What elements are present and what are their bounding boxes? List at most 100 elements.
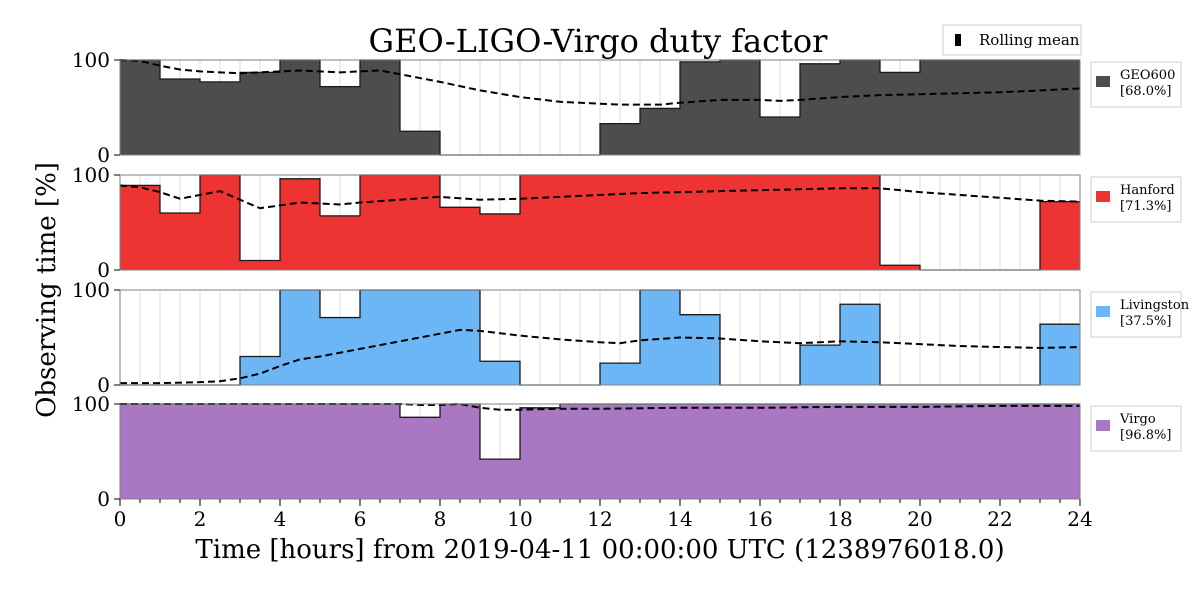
bar-hanford [720, 175, 760, 270]
bar-livingston [240, 356, 280, 385]
bar-livingston [280, 290, 320, 385]
bar-hanford [1040, 201, 1080, 270]
y-tick-label: 0 [97, 258, 110, 282]
bar-livingston [480, 361, 520, 385]
chart-title: GEO-LIGO-Virgo duty factor [369, 22, 829, 60]
y-tick-label: 0 [97, 487, 110, 511]
x-tick-label: 16 [747, 507, 772, 531]
bar-geo600 [1040, 60, 1080, 155]
bar-hanford [320, 215, 360, 270]
x-tick-label: 0 [114, 507, 127, 531]
bar-virgo [760, 404, 800, 499]
bar-livingston [1040, 324, 1080, 385]
bar-virgo [560, 404, 600, 499]
bar-hanford [800, 175, 840, 270]
panel-virgo: 0 100 Virgo[96.8%] [72, 392, 1182, 511]
bar-virgo [920, 404, 960, 499]
y-tick-label: 100 [72, 48, 110, 72]
bar-geo600 [200, 81, 240, 155]
bar-hanford [880, 265, 920, 270]
bar-geo600 [320, 86, 360, 155]
bar-virgo [120, 404, 160, 499]
bar-hanford [280, 178, 320, 270]
rolling-mean-line [120, 328, 1081, 385]
panel-hanford: 0 100 Hanford[71.3%] [72, 163, 1182, 282]
legend-swatch [1096, 420, 1110, 431]
bar-virgo [360, 404, 400, 499]
bar-geo600 [120, 60, 160, 155]
bar-geo600 [960, 60, 1000, 155]
y-axis-label: Observing time [%] [32, 162, 62, 418]
bar-virgo [520, 407, 560, 499]
rolling-mean-line [120, 402, 1080, 411]
y-tick-label: 100 [72, 163, 110, 187]
legend-label: Hanford [1120, 183, 1175, 198]
bar-hanford [440, 207, 480, 270]
bar-livingston [600, 363, 640, 385]
x-tick-label: 10 [507, 507, 532, 531]
legend-swatch [1096, 191, 1110, 202]
bar-geo600 [680, 61, 720, 155]
bar-virgo [240, 404, 280, 499]
bar-hanford [680, 175, 720, 270]
legend-swatch [1096, 76, 1110, 87]
legend-label: GEO600 [1120, 68, 1175, 83]
legend-hanford: Hanford[71.3%] [1090, 176, 1182, 223]
bar-livingston [840, 304, 880, 385]
x-tick-label: 12 [587, 507, 612, 531]
bar-geo600 [720, 60, 760, 155]
x-tick-label: 14 [667, 507, 692, 531]
x-axis-label: Time [hours] from 2019-04-11 00:00:00 UT… [195, 535, 1004, 565]
step-outline [120, 174, 1080, 271]
bar-virgo [640, 404, 680, 499]
bar-virgo [200, 404, 240, 499]
bar-geo600 [240, 72, 280, 155]
legend-label: Livingston [1120, 298, 1190, 313]
legend-swatch [1096, 306, 1110, 317]
y-tick-label: 0 [97, 143, 110, 167]
bar-hanford [840, 175, 880, 270]
bar-hanford [160, 213, 200, 270]
bar-livingston [640, 290, 680, 385]
x-tick-label: 24 [1067, 507, 1092, 531]
panel-frame [119, 59, 1081, 156]
x-tick-label: 8 [434, 507, 447, 531]
panel-geo600: 0 100 GEO600[68.0%] [72, 48, 1182, 167]
legend-label: Virgo [1119, 412, 1156, 427]
bar-geo600 [400, 131, 440, 155]
bar-virgo [160, 404, 200, 499]
bar-hanford [360, 175, 400, 270]
bar-geo600 [760, 117, 800, 155]
bar-hanford [520, 175, 560, 270]
rolling-mean-line [119, 59, 1081, 106]
legend-virgo: Virgo[96.8%] [1090, 405, 1182, 452]
bar-hanford [200, 175, 240, 270]
bar-geo600 [360, 60, 400, 155]
bar-livingston [400, 290, 440, 385]
y-tick-label: 0 [97, 373, 110, 397]
bar-virgo [960, 404, 1000, 499]
bar-livingston [680, 314, 720, 385]
bar-livingston [800, 345, 840, 385]
rolling-mean-line [119, 184, 1081, 210]
bar-hanford [480, 213, 520, 270]
rolling-mean-legend-label: Rolling mean [979, 31, 1080, 49]
bar-hanford [640, 175, 680, 270]
bar-virgo [440, 404, 480, 499]
bar-virgo [680, 404, 720, 499]
panels: 0100GEO600[68.0%]0100Hanford[71.3%]0100L… [72, 48, 1190, 511]
legend-geo600: GEO600[68.0%] [1090, 61, 1182, 108]
bar-virgo [400, 417, 440, 499]
bar-virgo [720, 404, 760, 499]
y-tick-label: 100 [72, 278, 110, 302]
x-tick-label: 22 [987, 507, 1012, 531]
y-tick-label: 100 [72, 392, 110, 416]
panel-frame [119, 174, 1081, 271]
legend-percent: [96.8%] [1120, 428, 1171, 443]
x-tick-label: 6 [354, 507, 367, 531]
bar-hanford [600, 175, 640, 270]
legend-livingston: Livingston[37.5%] [1090, 291, 1190, 338]
bar-virgo [880, 404, 920, 499]
rolling-mean-legend: Rolling mean [942, 24, 1082, 56]
